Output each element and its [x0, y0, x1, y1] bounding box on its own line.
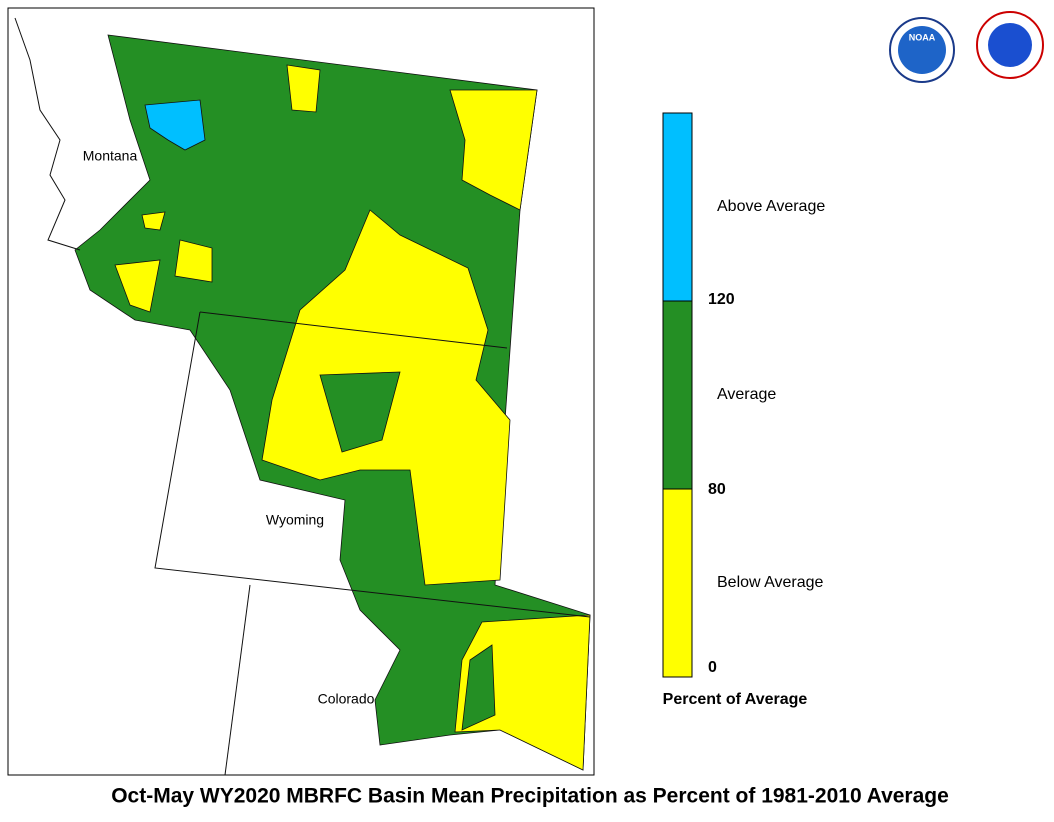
- legend-tick-label: 0: [708, 659, 717, 676]
- state-label: Wyoming: [266, 512, 324, 528]
- map-title: Oct-May WY2020 MBRFC Basin Mean Precipit…: [111, 785, 949, 808]
- legend-class-label: Above Average: [717, 198, 825, 215]
- legend-swatch: [662, 488, 693, 678]
- legend-swatch: [662, 300, 693, 490]
- nws-logo-inner: [988, 23, 1032, 67]
- map: Montana Wyoming Colorado: [14, 17, 591, 776]
- legend: Above Average Average Below Average 120 80 0 P…: [662, 112, 825, 708]
- state-border: [154, 311, 591, 618]
- logos: NOAA: [889, 11, 1044, 83]
- below-average-region: [174, 239, 213, 283]
- legend-title: Percent of Average: [663, 691, 808, 708]
- state-border: [14, 17, 81, 251]
- legend-tick-label: 80: [708, 481, 726, 498]
- average-region: [461, 644, 496, 731]
- below-average-region: [141, 211, 166, 231]
- below-average-region: [114, 259, 161, 313]
- average-region: [319, 371, 401, 453]
- legend-class-label: Average: [717, 386, 776, 403]
- state-label: Montana: [83, 148, 138, 164]
- legend-class-label: Below Average: [717, 574, 824, 591]
- logo-text: NOAA: [909, 32, 936, 42]
- noaa-logo-inner: [898, 26, 946, 74]
- below-average-region: [449, 89, 538, 211]
- legend-tick-label: 120: [708, 291, 735, 308]
- legend-swatch: [662, 112, 693, 302]
- state-border: [224, 584, 251, 776]
- state-label: Colorado: [318, 691, 375, 707]
- state-border: [199, 311, 508, 349]
- below-average-region: [286, 64, 321, 113]
- above-average-region: [144, 99, 206, 151]
